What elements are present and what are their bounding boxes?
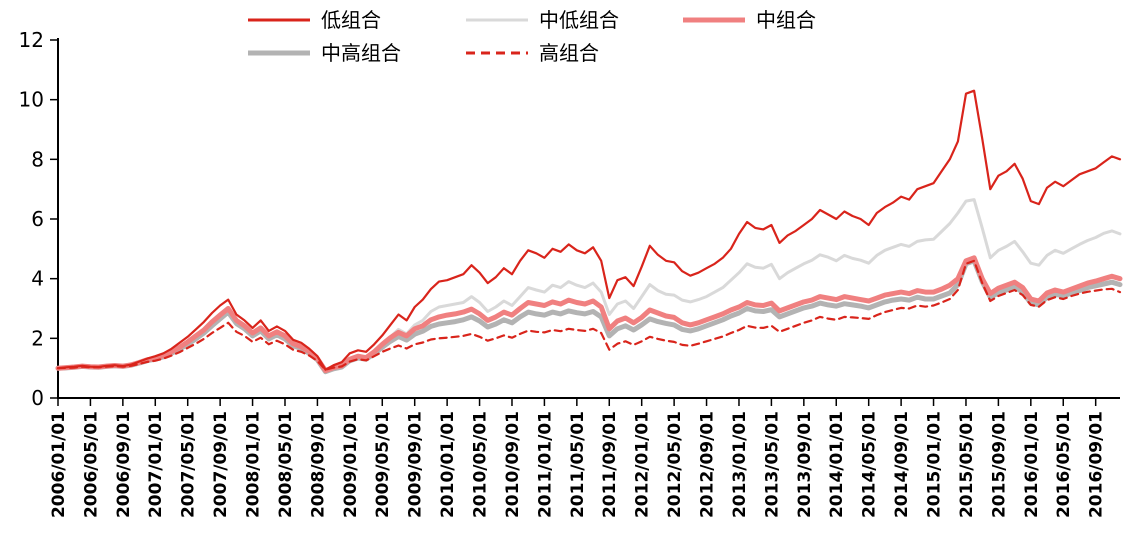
series-line-high <box>56 259 1122 371</box>
y-tick-label: 4 <box>31 267 44 291</box>
y-tick-label: 0 <box>31 386 44 410</box>
x-tick-label: 2013/05/01 <box>762 411 782 518</box>
x-tick-label: 2006/01/01 <box>49 411 69 518</box>
x-tick-label: 2008/05/01 <box>276 411 296 518</box>
y-tick-label: 12 <box>19 28 44 52</box>
x-tick-label: 2007/05/01 <box>179 411 199 518</box>
x-tick-label: 2015/01/01 <box>924 411 944 518</box>
y-tick-label: 8 <box>31 147 44 171</box>
x-tick-label: 2016/09/01 <box>1087 411 1107 518</box>
x-tick-label: 2006/05/01 <box>81 411 101 518</box>
x-tick-label: 2011/05/01 <box>568 411 588 518</box>
series-line-low <box>56 89 1122 371</box>
x-tick-label: 2016/05/01 <box>1054 411 1074 518</box>
x-tick-label: 2014/01/01 <box>827 411 847 518</box>
x-tick-label: 2007/09/01 <box>211 411 231 518</box>
x-tick-label: 2012/01/01 <box>633 411 653 518</box>
x-tick-label: 2013/01/01 <box>730 411 750 518</box>
x-tick-label: 2011/01/01 <box>535 411 555 518</box>
x-tick-label: 2016/01/01 <box>1022 411 1042 518</box>
x-tick-label: 2009/01/01 <box>341 411 361 518</box>
x-tick-label: 2007/01/01 <box>146 411 166 518</box>
x-tick-label: 2012/09/01 <box>697 411 717 518</box>
x-tick-label: 2015/09/01 <box>989 411 1009 518</box>
x-tick-label: 2008/01/01 <box>244 411 264 518</box>
y-tick-label: 6 <box>31 207 44 231</box>
y-tick-label: 10 <box>19 88 44 112</box>
x-tick-label: 2009/05/01 <box>373 411 393 518</box>
x-tick-label: 2008/09/01 <box>308 411 328 518</box>
x-tick-label: 2010/01/01 <box>438 411 458 518</box>
x-tick-label: 2011/09/01 <box>600 411 620 518</box>
x-tick-label: 2006/09/01 <box>114 411 134 518</box>
series-line-mid <box>55 255 1123 374</box>
x-tick-label: 2010/05/01 <box>471 411 491 518</box>
x-tick-label: 2013/09/01 <box>795 411 815 518</box>
x-tick-label: 2010/09/01 <box>503 411 523 518</box>
x-tick-label: 2009/09/01 <box>406 411 426 518</box>
x-tick-label: 2014/05/01 <box>860 411 880 518</box>
x-tick-label: 2014/09/01 <box>892 411 912 518</box>
x-tick-label: 2012/05/01 <box>665 411 685 518</box>
x-tick-label: 2015/05/01 <box>957 411 977 518</box>
y-tick-label: 2 <box>31 326 44 350</box>
series-line-mid-low <box>56 198 1122 375</box>
